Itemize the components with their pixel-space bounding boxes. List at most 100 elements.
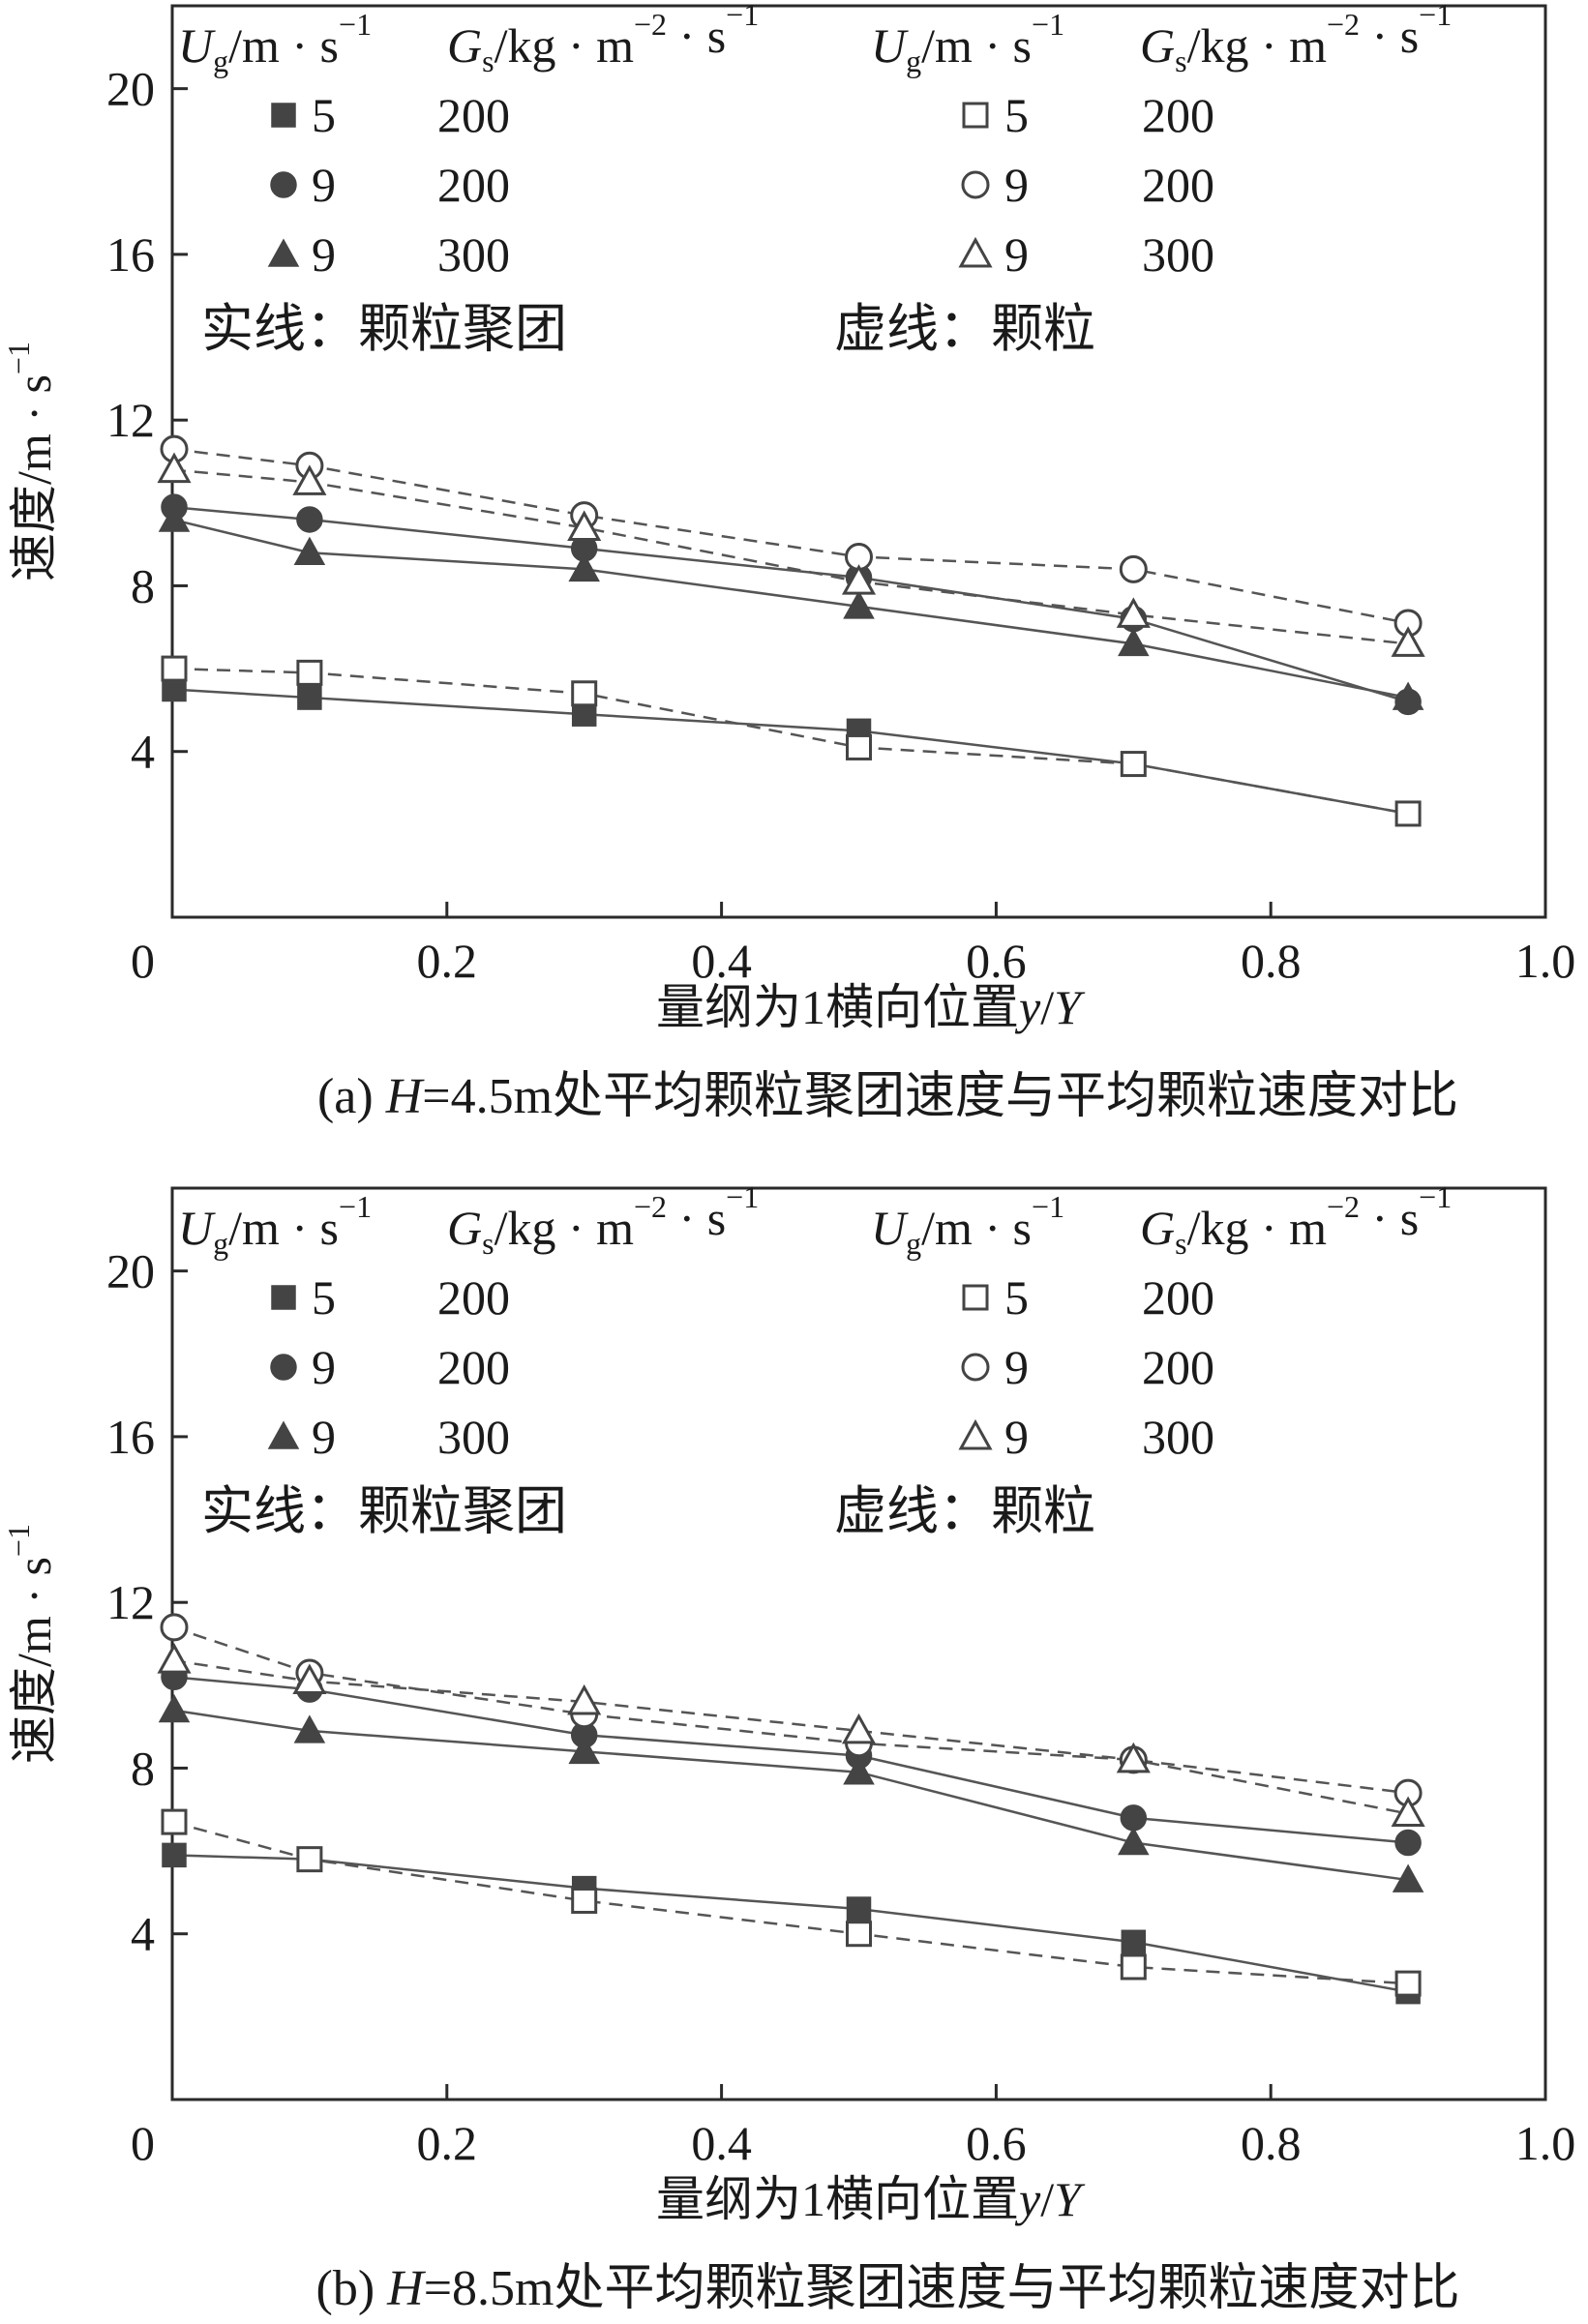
series-line-4 (171, 447, 1409, 625)
legend-header-2-sup1: −1 (1032, 7, 1064, 42)
x-tick-label: 0.2 (417, 934, 478, 988)
series-point-5 (1391, 1796, 1425, 1828)
x-tick-label: 0.2 (417, 2116, 478, 2170)
legend-marker (267, 238, 300, 267)
series-line-5 (171, 468, 1409, 645)
legend-gs: 300 (437, 1410, 510, 1464)
legend-ug: 9 (1004, 227, 1029, 282)
legend-ug: 5 (1004, 88, 1029, 142)
legend-header-3-txt2: · s (1360, 9, 1419, 63)
x-axis-title-var: y (1014, 980, 1041, 1034)
legend-ug: 9 (312, 158, 336, 212)
note-solid-line: 实线：颗粒聚团 (201, 1482, 567, 1540)
legend-marker (270, 1354, 297, 1381)
series-point-3 (161, 655, 188, 682)
legend-gs: 200 (437, 1270, 510, 1325)
legend-header-0-txt0: /m · s (228, 18, 339, 73)
caption-prefix: (a) (317, 1069, 386, 1124)
legend-ug: 5 (1004, 1270, 1029, 1325)
series-point-2 (158, 503, 191, 532)
x-axis-title-var2: Y (1054, 2172, 1086, 2226)
legend-header-1-sup3: −1 (726, 0, 759, 32)
legend-header-2-txt0: /m · s (921, 18, 1032, 73)
legend-header-3-sym: G (1140, 1201, 1175, 1255)
legend-header-1-txt0: /kg · m (494, 18, 635, 73)
series-point-5 (292, 1663, 327, 1695)
series-line-3 (171, 667, 1409, 816)
legend-header-2: Ug/m · s−1 (871, 7, 1064, 78)
legend-header-0-txt0: /m · s (228, 1201, 339, 1255)
legend-header-3-txt0: /kg · m (1187, 1201, 1328, 1255)
x-tick-label: 1.0 (1515, 934, 1576, 988)
series-point-0 (297, 685, 322, 710)
x-tick-label: 1.0 (1515, 2116, 1576, 2170)
series-point-2 (293, 536, 326, 565)
legend-header-1-sup1: −2 (634, 7, 667, 42)
series-point-0 (1121, 1929, 1147, 1955)
legend-ug: 5 (312, 1270, 336, 1325)
series-point-2 (293, 1714, 326, 1743)
series-point-0 (162, 1842, 187, 1868)
series-point-3 (1394, 1970, 1422, 1997)
legend-ug: 9 (312, 1410, 336, 1464)
series-point-5 (841, 564, 877, 595)
x-axis-title-var: y (1014, 2172, 1041, 2226)
series-line-0 (171, 1854, 1409, 1993)
legend-header-1: Gs/kg · m−2 · s−1 (447, 1179, 759, 1261)
legend-marker (962, 102, 989, 129)
x-axis-title-var2: Y (1054, 980, 1086, 1034)
legend-header-2-sym: U (871, 1201, 909, 1255)
legend-ug: 9 (1004, 158, 1029, 212)
x-axis-title-slash: / (1040, 980, 1054, 1034)
legend-ug: 5 (312, 88, 336, 142)
note-dashed-line: 虚线：颗粒 (834, 1482, 1095, 1540)
x-axis-title: 量纲为1横向位置y/Y (656, 2172, 1086, 2226)
series-point-0 (846, 1896, 872, 1922)
legend-gs: 200 (437, 1340, 510, 1394)
series-point-3 (571, 680, 598, 707)
legend-header-1-txt2: · s (667, 9, 726, 63)
legend-gs: 300 (1142, 1410, 1214, 1464)
series-line-1 (171, 1676, 1409, 1844)
legend-header-2-sub: g (906, 1226, 921, 1261)
legend-header-3-sup3: −1 (1419, 1179, 1452, 1214)
y-axis-title-sup: −1 (1, 1524, 36, 1557)
legend-header-3: Gs/kg · m−2 · s−1 (1140, 0, 1452, 78)
legend-ug: 9 (1004, 1340, 1029, 1394)
x-axis-title: 量纲为1横向位置y/Y (656, 980, 1086, 1034)
series-point-4 (1119, 554, 1148, 583)
panel-caption: (b) H=8.5m处平均颗粒聚团速度与平均颗粒速度对比 (316, 2261, 1460, 2316)
legend-marker (958, 236, 993, 268)
y-tick-label: 4 (131, 725, 155, 779)
legend-ug: 9 (1004, 1410, 1029, 1464)
series-point-2 (568, 552, 600, 582)
series-point-3 (571, 1887, 598, 1914)
y-axis-title-text: 速度/m · s (7, 1557, 61, 1764)
y-tick-label: 20 (106, 1244, 155, 1298)
y-axis-title: 速度/m · s−1 (1, 342, 61, 581)
legend-gs: 200 (1142, 88, 1214, 142)
series-point-2 (1392, 681, 1424, 710)
legend-header-3-sup3: −1 (1419, 0, 1452, 32)
legend-header-2-sub: g (906, 44, 921, 78)
series-point-5 (567, 1683, 602, 1715)
series-point-3 (161, 1808, 188, 1835)
caption-rest: =8.5m处平均颗粒聚团速度与平均颗粒速度对比 (424, 2261, 1460, 2316)
legend-header-3-txt2: · s (1360, 1191, 1419, 1245)
x-tick-label: 0.4 (691, 934, 752, 988)
legend-header-0-sub: g (213, 44, 228, 78)
legend-gs: 300 (437, 227, 510, 282)
series-point-2 (1392, 1863, 1424, 1892)
series-point-3 (296, 659, 323, 686)
x-tick-label: 0.6 (966, 2116, 1027, 2170)
series-line-1 (171, 505, 1409, 703)
legend-gs: 200 (1142, 1270, 1214, 1325)
series-point-3 (1120, 1953, 1147, 1981)
legend-header-1-sub: s (482, 44, 494, 78)
legend-header-2-sym: U (871, 18, 909, 73)
series-point-2 (843, 1756, 875, 1785)
legend-header-0: Ug/m · s−1 (178, 1189, 372, 1261)
legend-ug: 9 (312, 227, 336, 282)
